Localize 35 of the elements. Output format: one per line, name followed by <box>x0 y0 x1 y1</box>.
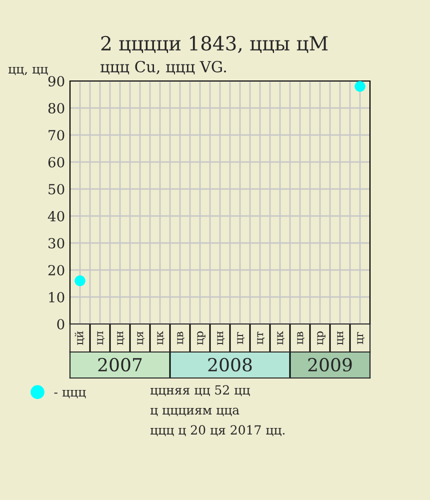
text: ццняя цц 52 цц <box>150 385 250 396</box>
y-tick-label: 70 <box>48 130 64 140</box>
x-tick-label: цг <box>357 332 365 344</box>
y-tick-label: 90 <box>48 76 64 86</box>
legend-label: - ццц <box>54 390 86 398</box>
y-axis-title: цц, цц <box>8 66 48 76</box>
y-tick-label: 10 <box>49 292 64 302</box>
text: 2009 <box>308 358 352 372</box>
x-tick-label: ця <box>137 332 145 345</box>
y-tick-label: 50 <box>48 184 64 194</box>
chart-subtitle: ццц Cu, ццц VG. <box>100 60 226 74</box>
y-tick-label: 60 <box>48 156 64 168</box>
text: 2007 <box>98 358 142 372</box>
x-tick-label: цл <box>97 331 105 345</box>
x-tick-label: цв <box>177 332 185 344</box>
x-tick-label: цг <box>237 332 245 344</box>
x-tick-label: цв <box>297 332 305 344</box>
y-tick-label: 30 <box>48 238 64 248</box>
y-tick-label: 0 <box>57 318 64 330</box>
y-tick-label: 40 <box>48 210 64 222</box>
x-tick-label: цк <box>277 331 285 345</box>
y-tick-label: 80 <box>48 102 64 114</box>
chart-title: 2 цццци 1843, ццы цМ <box>101 36 328 54</box>
text: 2008 <box>208 358 252 372</box>
text: ццц ц 20 ця 2017 цц. <box>150 425 285 436</box>
x-tick-label: цк <box>157 331 165 345</box>
x-tick-label: цн <box>217 331 225 345</box>
x-tick-label: цй <box>74 331 85 345</box>
y-tick-label: 20 <box>48 264 64 276</box>
x-tick-label: цн <box>117 331 125 345</box>
x-tick-label: цр <box>317 331 326 345</box>
x-tick-label: цн <box>337 331 345 345</box>
x-tick-label: цр <box>197 331 206 345</box>
text: ц ццциям цца <box>150 408 240 416</box>
x-tick-label: цт <box>257 332 265 344</box>
